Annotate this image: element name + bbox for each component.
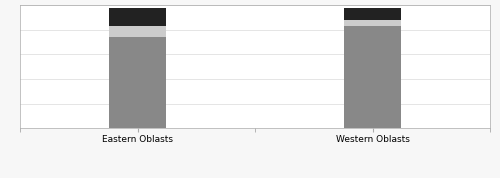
Bar — [110, 8, 166, 26]
Bar — [344, 26, 401, 128]
Bar — [110, 37, 166, 128]
Bar — [344, 20, 401, 26]
Bar — [110, 26, 166, 37]
Bar — [344, 8, 401, 20]
